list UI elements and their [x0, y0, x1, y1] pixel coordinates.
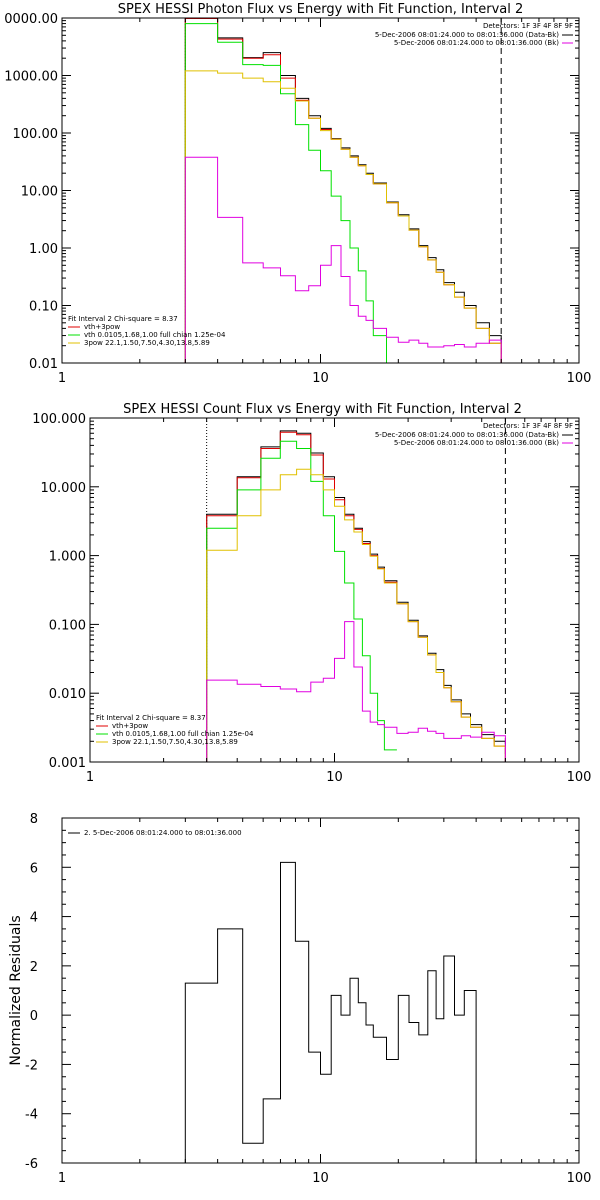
y-tick-label: -6: [25, 1157, 38, 1172]
y-tick-label: 1.00: [29, 242, 58, 257]
y-tick-label: 10.00: [21, 185, 58, 200]
x-tick-label: 1: [58, 371, 66, 386]
x-tick-label: 10: [312, 371, 329, 386]
series-line-vth: [184, 23, 399, 363]
y-tick-label: 0.10: [29, 300, 58, 315]
series-line-pow: [184, 70, 502, 363]
y-tick-label: 0000.00: [4, 12, 58, 27]
panel-1: SPEX HESSI Photon Flux vs Energy with Fi…: [4, 2, 591, 386]
series-line-bk: [184, 156, 502, 363]
x-tick-label: 1: [86, 770, 94, 785]
legend-entry-label: 3pow 22.1,1.50,7.50,4.30,13.8,5.89: [112, 738, 238, 746]
x-tick-label: 10: [312, 1171, 329, 1186]
x-tick-label: 1: [58, 1171, 66, 1186]
axis-frame: [61, 817, 580, 1164]
x-tick-label: 100: [567, 371, 592, 386]
series-line-vth_3pow: [184, 18, 502, 363]
plot-area: [184, 18, 502, 363]
legend-entry-label: 2. 5-Dec-2006 08:01:24.000 to 08:01:36.0…: [84, 829, 242, 837]
series-line-total: [206, 430, 506, 762]
legend-header: Fit Interval 2 Chi-square = 8.37: [68, 315, 178, 323]
y-tick-label: 4: [30, 911, 38, 926]
legend-entry-label: 5-Dec-2006 08:01:24.000 to 08:01:36.000 …: [394, 439, 559, 447]
legend-entry-label: vth+3pow: [112, 722, 148, 730]
y-tick-label: 1000.00: [4, 70, 58, 85]
series-line-total: [184, 861, 477, 1163]
y-tick-label: -2: [25, 1058, 38, 1073]
chart-title: SPEX HESSI Photon Flux vs Energy with Fi…: [118, 2, 524, 17]
legend-header: Detectors: 1F 3F 4F 8F 9F: [483, 422, 573, 430]
series-line-vth_3pow: [206, 431, 506, 762]
legend-entry-label: 5-Dec-2006 08:01:24.000 to 08:01:36.000 …: [375, 31, 559, 39]
plot-area: [206, 418, 506, 762]
x-tick-label: 100: [567, 1171, 592, 1186]
legend-entry-label: 5-Dec-2006 08:01:24.000 to 08:01:36.000 …: [394, 39, 559, 47]
legend-entry-label: 3pow 22.1,1.50,7.50,4.30,13.8,5.89: [84, 339, 210, 347]
series-line-bk: [206, 621, 506, 762]
y-tick-label: 0.010: [49, 687, 86, 702]
y-tick-label: 0.01: [29, 357, 58, 372]
y-tick-label: 100.000: [32, 412, 86, 427]
y-tick-label: 6: [30, 861, 38, 876]
legend-entry-label: vth 0.0105,1.68,1.00 full chian 1.25e-04: [84, 331, 226, 339]
chart-title: SPEX HESSI Count Flux vs Energy with Fit…: [123, 402, 522, 417]
y-tick-label: 0: [30, 1009, 38, 1024]
legend-entry-label: 5-Dec-2006 08:01:24.000 to 08:01:36.000 …: [375, 431, 559, 439]
y-tick-label: 0.001: [49, 756, 86, 771]
x-tick-label: 10: [326, 770, 343, 785]
y-tick-label: 100.00: [13, 127, 59, 142]
y-tick-label: 1.000: [49, 550, 86, 565]
y-tick-label: 8: [30, 812, 38, 827]
y-axis-label: Normalized Residuals: [8, 915, 24, 1065]
series-line-total: [184, 18, 502, 363]
panel-2: SPEX HESSI Count Flux vs Energy with Fit…: [32, 402, 591, 785]
legend-header: Detectors: 1F 3F 4F 8F 9F: [483, 22, 573, 30]
panel-3: Normalized Residuals 1 10 100 8 6 4 2 0 -2 -4 -6 2. …: [8, 812, 591, 1186]
x-tick-label: 100: [567, 770, 592, 785]
series-line-vth: [206, 440, 397, 762]
legend-header: Fit Interval 2 Chi-square = 8.37: [96, 714, 206, 722]
series-line-pow: [206, 468, 506, 762]
y-tick-label: 10.000: [41, 481, 87, 496]
y-tick-label: -4: [25, 1108, 38, 1123]
legend-entry-label: vth+3pow: [84, 323, 120, 331]
y-tick-label: 2: [30, 960, 38, 975]
y-tick-label: 0.100: [49, 618, 86, 633]
legend-entry-label: vth 0.0105,1.68,1.00 full chian 1.25e-04: [112, 730, 254, 738]
plot-area: [184, 861, 477, 1163]
